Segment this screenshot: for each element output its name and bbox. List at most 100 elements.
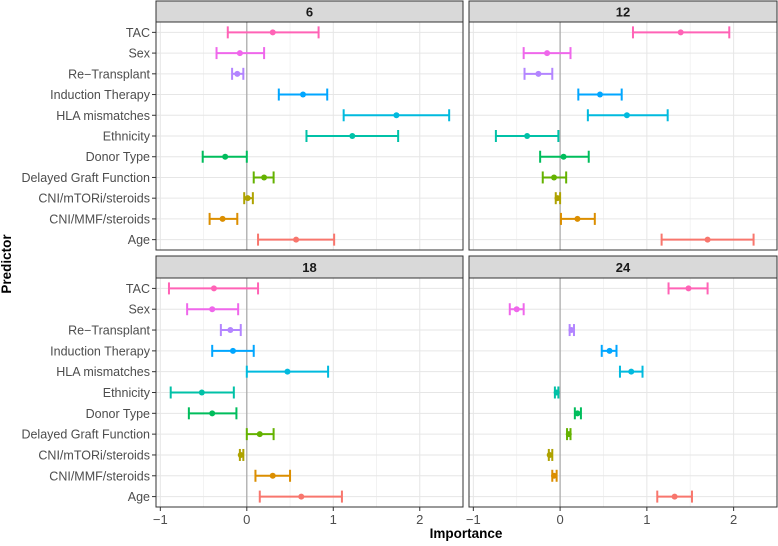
point-estimate bbox=[234, 70, 241, 77]
errorbar-8 bbox=[546, 448, 554, 461]
x-tick-label: −1 bbox=[466, 512, 481, 527]
errorbar-4 bbox=[245, 365, 330, 378]
y-tick-label: Re−Transplant bbox=[68, 324, 150, 338]
y-tick-label: Age bbox=[128, 233, 150, 247]
point-estimate bbox=[256, 431, 263, 438]
errorbar-0 bbox=[631, 26, 731, 39]
y-axis-title: Predictor bbox=[0, 234, 14, 294]
errorbar-0 bbox=[167, 282, 260, 295]
errorbar-0 bbox=[226, 26, 320, 39]
y-tick-label: TAC bbox=[126, 282, 150, 296]
y-tick-label: Donor Type bbox=[86, 407, 150, 421]
y-tick-label: Donor Type bbox=[86, 150, 150, 164]
point-estimate bbox=[671, 493, 678, 500]
point-estimate bbox=[222, 153, 229, 160]
errorbar-9 bbox=[208, 212, 239, 225]
y-tick-label: Sex bbox=[128, 303, 150, 317]
facet-title: 12 bbox=[616, 5, 630, 20]
point-estimate bbox=[546, 451, 553, 458]
x-tick-label: 1 bbox=[330, 512, 337, 527]
x-tick-label: −1 bbox=[153, 512, 168, 527]
point-estimate bbox=[209, 306, 216, 313]
point-estimate bbox=[623, 112, 630, 119]
y-tick-label: Ethnicity bbox=[103, 386, 151, 400]
point-estimate bbox=[560, 153, 567, 160]
y-tick-label: CNI/mTORi/steroids bbox=[38, 192, 150, 206]
errorbar-5 bbox=[494, 130, 560, 142]
errorbar-5 bbox=[553, 386, 560, 399]
y-tick-label: Induction Therapy bbox=[50, 88, 151, 102]
errorbar-10 bbox=[257, 233, 336, 246]
errorbar-7 bbox=[252, 171, 275, 184]
errorbar-2 bbox=[568, 324, 575, 337]
y-tick-label: HLA mismatches bbox=[56, 109, 150, 123]
errorbar-4 bbox=[342, 109, 451, 122]
y-tick-label: Delayed Graft Function bbox=[21, 428, 150, 442]
facet-title: 24 bbox=[616, 260, 631, 275]
point-estimate bbox=[554, 195, 561, 202]
point-estimate bbox=[209, 410, 216, 417]
errorbar-7 bbox=[565, 428, 572, 441]
errorbar-5 bbox=[169, 386, 235, 399]
errorbar-8 bbox=[554, 192, 562, 205]
point-estimate bbox=[244, 195, 251, 202]
point-estimate bbox=[574, 215, 581, 222]
y-tick-label: CNI/MMF/steroids bbox=[49, 469, 150, 483]
point-estimate bbox=[210, 285, 217, 292]
point-estimate bbox=[685, 285, 692, 292]
y-tick-label: Sex bbox=[128, 47, 150, 61]
errorbar-1 bbox=[508, 303, 525, 316]
y-tick-label: CNI/mTORi/steroids bbox=[38, 448, 150, 462]
point-estimate bbox=[565, 431, 572, 438]
errorbar-0 bbox=[667, 282, 709, 295]
x-tick-label: 2 bbox=[730, 512, 737, 527]
point-estimate bbox=[298, 493, 305, 500]
errorbar-6 bbox=[573, 407, 582, 420]
errorbar-3 bbox=[277, 88, 329, 101]
errorbar-9 bbox=[254, 469, 292, 482]
errorbar-6 bbox=[539, 150, 590, 163]
errorbar-8 bbox=[243, 192, 254, 205]
errorbar-6 bbox=[201, 150, 248, 163]
errorbar-10 bbox=[656, 490, 693, 503]
facet-panel-24: 24 −1 0 1 2 bbox=[466, 255, 778, 527]
point-estimate bbox=[551, 472, 558, 479]
errorbar-4 bbox=[618, 365, 644, 378]
errorbar-2 bbox=[523, 67, 554, 80]
point-estimate bbox=[269, 29, 276, 36]
errorbar-3 bbox=[211, 344, 255, 357]
x-tick-label: 0 bbox=[243, 512, 250, 527]
point-estimate bbox=[229, 347, 236, 354]
point-estimate bbox=[198, 389, 205, 396]
point-estimate bbox=[236, 50, 243, 57]
errorbar-5 bbox=[305, 130, 400, 142]
point-estimate bbox=[513, 306, 520, 313]
facet-panel-18: 18 TAC Sex Re−Transplant Induction Therapy HL… bbox=[21, 255, 464, 527]
y-tick-label: CNI/MMF/steroids bbox=[49, 212, 150, 226]
errorbar-8 bbox=[237, 448, 245, 461]
y-tick-label: Re−Transplant bbox=[68, 67, 150, 81]
errorbar-10 bbox=[258, 490, 343, 503]
y-tick-label: HLA mismatches bbox=[56, 365, 150, 379]
errorbar-2 bbox=[219, 324, 242, 337]
facet-panel-12: 12 bbox=[468, 0, 778, 251]
point-estimate bbox=[553, 389, 560, 396]
y-tick-label: Ethnicity bbox=[103, 130, 151, 144]
errorbar-7 bbox=[541, 171, 568, 184]
errorbar-10 bbox=[660, 233, 755, 246]
point-estimate bbox=[284, 368, 291, 375]
y-tick-label: Delayed Graft Function bbox=[21, 171, 150, 185]
point-estimate bbox=[261, 174, 268, 181]
facet-title: 18 bbox=[302, 260, 316, 275]
point-estimate bbox=[568, 327, 575, 334]
point-estimate bbox=[551, 174, 558, 181]
facet-title: 6 bbox=[306, 5, 313, 20]
x-tick-label: 2 bbox=[416, 512, 423, 527]
point-estimate bbox=[704, 236, 711, 243]
point-estimate bbox=[597, 91, 604, 98]
errorbar-2 bbox=[231, 67, 245, 80]
errorbar-9 bbox=[551, 469, 558, 482]
point-estimate bbox=[300, 91, 307, 98]
x-tick-label: 0 bbox=[556, 512, 563, 527]
errorbar-1 bbox=[522, 47, 572, 60]
